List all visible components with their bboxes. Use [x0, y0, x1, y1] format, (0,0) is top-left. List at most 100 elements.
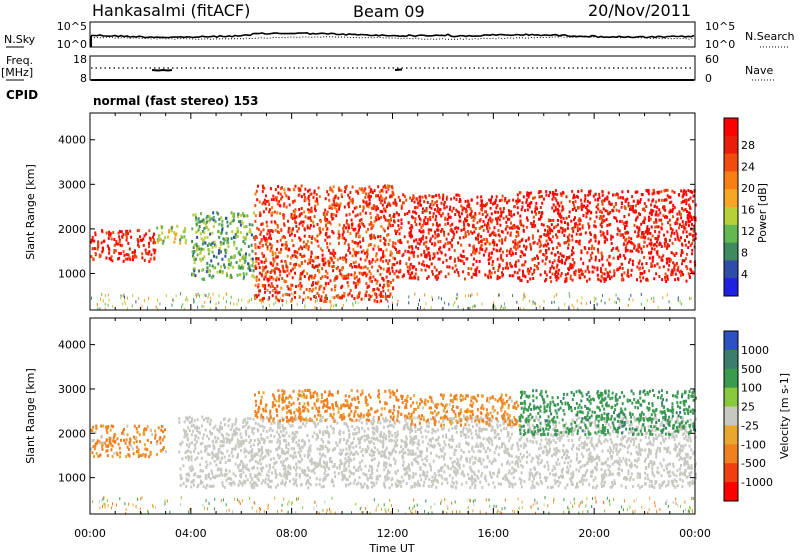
scatter-cell-power-3 — [295, 215, 298, 219]
scatter-cell-power-3 — [378, 198, 381, 202]
scatter-cell-velocity-1 — [353, 452, 356, 456]
scatter-cell-power-3 — [326, 235, 329, 239]
scatter-cell-velocity-1 — [230, 451, 233, 455]
scatter-cell-power-5 — [643, 240, 646, 244]
scatter-cell-power-4 — [397, 213, 400, 217]
scatter-cell-velocity-1 — [388, 435, 391, 439]
scatter-cell-velocity-1 — [260, 462, 263, 466]
scatter-cell-velocity-1 — [638, 451, 641, 455]
scatter-cell-velocity-1 — [187, 449, 190, 453]
scatter-cell-power-3 — [331, 203, 334, 207]
scatter-cell-velocity-1 — [594, 457, 597, 461]
scatter-cell-power-4 — [488, 272, 491, 276]
power-colorbar-swatch — [724, 278, 738, 297]
scatter-cell-power-3 — [276, 291, 279, 295]
scatter-cell-velocity-1 — [373, 446, 376, 450]
scatter-cell-power-2 — [201, 257, 204, 261]
scatter-cell-power-4 — [417, 276, 420, 280]
scatter-cell-power-3 — [313, 215, 316, 219]
scatter-cell-power-5 — [536, 265, 539, 268]
scatter-cell-power-near — [210, 296, 212, 300]
scatter-cell-velocity-1 — [678, 450, 681, 454]
scatter-cell-power-5 — [581, 270, 584, 273]
scatter-cell-power-5 — [632, 206, 634, 210]
scatter-cell-power-near — [503, 302, 505, 306]
scatter-cell-power-5 — [564, 261, 567, 265]
scatter-cell-power-5 — [606, 223, 609, 227]
scatter-cell-power-4 — [436, 228, 439, 232]
scatter-cell-power-5 — [556, 193, 559, 196]
scatter-cell-velocity-1 — [451, 427, 454, 431]
scatter-cell-power-5 — [661, 258, 664, 262]
scatter-cell-power-3 — [267, 279, 270, 283]
scatter-cell-velocity-1 — [492, 416, 495, 420]
scatter-cell-power-5 — [578, 274, 581, 277]
scatter-cell-power-3 — [388, 238, 391, 242]
scatter-cell-power-5 — [655, 210, 658, 214]
scatter-cell-power-5 — [626, 248, 629, 252]
scatter-cell-power-4 — [421, 195, 424, 199]
scatter-cell-velocity-1 — [234, 419, 237, 423]
scatter-cell-power-5 — [519, 219, 522, 223]
scatter-cell-power-3 — [365, 192, 368, 196]
scatter-cell-power-4 — [432, 256, 434, 260]
scatter-cell-velocity-1 — [345, 483, 347, 487]
scatter-cell-power-5 — [540, 222, 543, 226]
scatter-cell-velocity-0 — [126, 433, 129, 437]
scatter-cell-power-5 — [601, 263, 604, 267]
scatter-cell-power-4 — [453, 270, 456, 274]
scatter-cell-power-0 — [94, 231, 97, 235]
scatter-cell-power-3 — [269, 234, 272, 238]
scatter-cell-power-4 — [426, 200, 429, 204]
scatter-cell-power-0 — [129, 258, 132, 262]
scatter-cell-power-0 — [143, 234, 146, 238]
scatter-cell-power-4 — [466, 213, 469, 217]
scatter-cell-power-5 — [630, 273, 633, 277]
scatter-cell-power-3 — [338, 223, 341, 227]
scatter-cell-power-5 — [676, 221, 679, 225]
scatter-cell-power-3 — [381, 295, 384, 299]
scatter-cell-power-3 — [299, 287, 302, 291]
scatter-cell-power-5 — [658, 243, 661, 247]
scatter-cell-velocity-1 — [628, 478, 631, 482]
scatter-cell-velocity-1 — [575, 447, 578, 451]
scatter-cell-power-4 — [407, 250, 410, 254]
scatter-cell-power-4 — [494, 233, 497, 237]
scatter-cell-power-0 — [101, 230, 104, 234]
scatter-cell-velocity-0 — [111, 455, 114, 458]
scatter-cell-velocity-1 — [253, 427, 256, 431]
scatter-cell-power-3 — [260, 230, 263, 234]
scatter-cell-power-5 — [603, 272, 606, 276]
scatter-cell-power-near — [304, 305, 306, 309]
scatter-cell-velocity-1 — [408, 463, 410, 467]
scatter-cell-power-3 — [379, 209, 382, 213]
scatter-cell-power-4 — [509, 231, 512, 235]
scatter-cell-power-5 — [666, 277, 669, 281]
scatter-cell-power-3 — [293, 220, 296, 224]
scatter-cell-power-near — [183, 307, 185, 311]
scatter-cell-velocity-1 — [677, 421, 680, 424]
scatter-cell-power-4 — [411, 215, 413, 219]
scatter-cell-power-4 — [481, 248, 484, 252]
scatter-cell-velocity-0 — [143, 432, 146, 436]
scatter-cell-power-0 — [143, 258, 146, 262]
scatter-cell-power-5 — [589, 192, 591, 196]
scatter-cell-power-3 — [365, 282, 368, 286]
scatter-cell-velocity-1 — [521, 465, 524, 469]
scatter-cell-power-5 — [560, 272, 563, 276]
scatter-cell-power-5 — [627, 231, 630, 235]
scatter-cell-power-4 — [473, 230, 476, 234]
scatter-cell-power-4 — [445, 237, 448, 241]
scatter-cell-power-5 — [551, 206, 554, 210]
scatter-cell-power-5 — [636, 247, 639, 251]
scatter-cell-power-5 — [568, 215, 571, 218]
scatter-cell-power-4 — [466, 215, 469, 219]
scatter-cell-power-4 — [517, 226, 520, 230]
scatter-cell-velocity-1 — [675, 474, 678, 478]
scatter-cell-power-4 — [453, 196, 456, 200]
scatter-cell-velocity-1 — [402, 427, 405, 431]
scatter-cell-power-2 — [230, 275, 233, 279]
scatter-cell-power-5 — [578, 222, 581, 226]
scatter-cell-velocity-1 — [451, 485, 454, 489]
scatter-cell-velocity-1 — [197, 451, 200, 455]
